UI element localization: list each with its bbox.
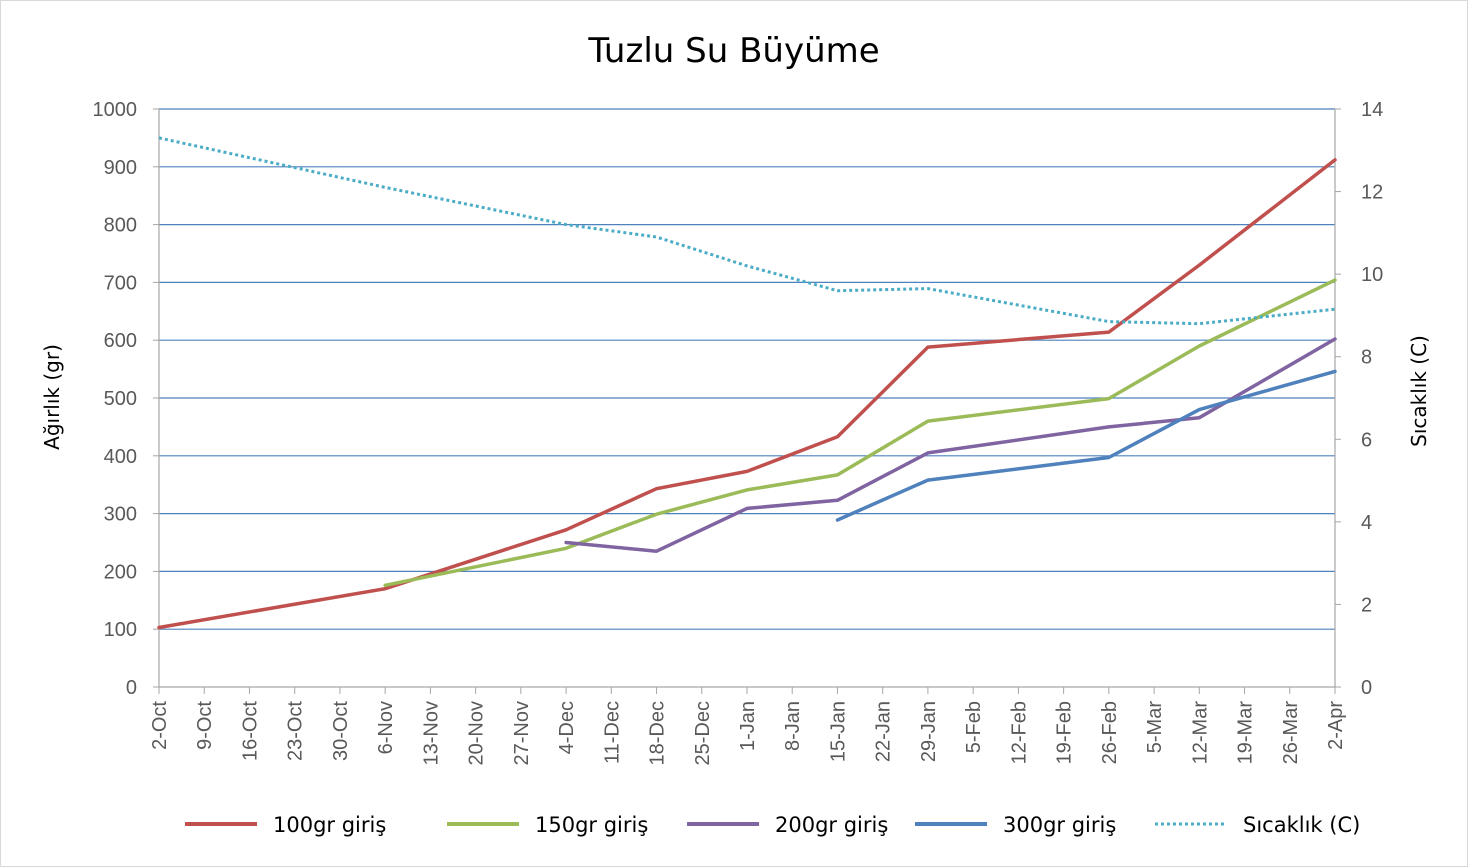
legend-label: 200gr giriş	[775, 813, 888, 837]
x-tick-label: 2-Apr	[1325, 701, 1347, 750]
gridlines	[159, 108, 1335, 630]
legend-label: 300gr giriş	[1003, 813, 1116, 837]
left-axis-ticks: 0 100 200 300 400 500 600 700 800 900 1000	[93, 99, 138, 699]
left-tick-label: 500	[104, 388, 137, 410]
right-tick-label: 4	[1361, 512, 1372, 534]
legend-item-1[interactable]: 150gr giriş	[447, 813, 648, 837]
x-tick-label: 5-Mar	[1144, 701, 1166, 754]
left-tick-label: 1000	[93, 99, 138, 121]
legend-label: 150gr giriş	[535, 813, 648, 837]
series-line-2	[564, 337, 1337, 553]
x-tick-label: 5-Feb	[963, 701, 985, 753]
x-tick-label: 25-Dec	[692, 701, 714, 765]
x-tick-label: 4-Dec	[556, 701, 578, 754]
left-tick-label: 100	[104, 619, 137, 641]
x-tick-label: 26-Mar	[1280, 701, 1302, 765]
right-tick-label: 12	[1361, 182, 1383, 204]
x-tick-label: 12-Mar	[1189, 701, 1211, 765]
axes	[153, 108, 1341, 694]
left-tick-label: 800	[104, 215, 137, 237]
legend-item-4[interactable]: Sıcaklık (C)	[1155, 813, 1360, 837]
x-tick-label: 20-Nov	[466, 701, 488, 765]
chart-title: Tuzlu Su Büyüme	[587, 31, 879, 71]
left-tick-label: 700	[104, 272, 137, 294]
x-tick-label: 30-Oct	[330, 701, 352, 761]
series-line-3	[835, 369, 1337, 522]
x-tick-label: 13-Nov	[420, 701, 442, 765]
y-axis-title: Ağırlık (gr)	[40, 344, 64, 450]
x-tick-label: 26-Feb	[1099, 701, 1121, 764]
x-tick-label: 19-Feb	[1054, 701, 1076, 764]
legend-item-3[interactable]: 300gr giriş	[915, 813, 1116, 837]
series-line-4	[158, 136, 1336, 326]
left-tick-label: 200	[104, 561, 137, 583]
legend-item-2[interactable]: 200gr giriş	[687, 813, 888, 837]
legend-item-0[interactable]: 100gr giriş	[185, 813, 386, 837]
right-tick-label: 0	[1361, 677, 1372, 699]
x-tick-label: 15-Jan	[827, 701, 849, 762]
y2-axis-title: Sıcaklık (C)	[1407, 335, 1431, 447]
series-lines	[157, 136, 1337, 630]
right-tick-label: 14	[1361, 99, 1383, 121]
x-tick-label: 12-Feb	[1008, 701, 1030, 764]
x-tick-label: 9-Oct	[194, 701, 216, 750]
left-tick-label: 600	[104, 330, 137, 352]
x-tick-label: 16-Oct	[239, 701, 261, 761]
left-tick-label: 900	[104, 157, 137, 179]
legend[interactable]: 100gr giriş 150gr giriş 200gr giriş 300gr g…	[185, 813, 1360, 837]
right-tick-label: 8	[1361, 347, 1372, 369]
left-tick-label: 400	[104, 446, 137, 468]
x-tick-label: 22-Jan	[873, 701, 895, 762]
series-line-0	[157, 158, 1337, 630]
right-tick-label: 2	[1361, 594, 1372, 616]
left-tick-label: 0	[126, 677, 137, 699]
x-tick-label: 18-Dec	[647, 701, 669, 765]
left-tick-label: 300	[104, 504, 137, 526]
right-tick-label: 6	[1361, 429, 1372, 451]
legend-label: Sıcaklık (C)	[1243, 813, 1360, 837]
x-tick-label: 1-Jan	[737, 701, 759, 751]
x-tick-label: 29-Jan	[918, 701, 940, 762]
x-tick-label: 2-Oct	[149, 701, 171, 750]
x-tick-label: 6-Nov	[375, 701, 397, 754]
x-tick-label: 19-Mar	[1235, 701, 1257, 765]
right-tick-label: 10	[1361, 264, 1383, 286]
x-axis-ticks: 2-Oct 9-Oct 16-Oct 23-Oct 30-Oct 6-Nov 13-Nov 2…	[149, 701, 1347, 766]
x-tick-label: 27-Nov	[511, 701, 533, 765]
x-tick-label: 23-Oct	[285, 701, 307, 761]
legend-label: 100gr giriş	[273, 813, 386, 837]
x-tick-label: 8-Jan	[782, 701, 804, 751]
right-axis-ticks: 0 2 4 6 8 10 12 14	[1361, 99, 1383, 699]
series-line-1	[383, 278, 1337, 588]
x-tick-label: 11-Dec	[601, 701, 623, 764]
